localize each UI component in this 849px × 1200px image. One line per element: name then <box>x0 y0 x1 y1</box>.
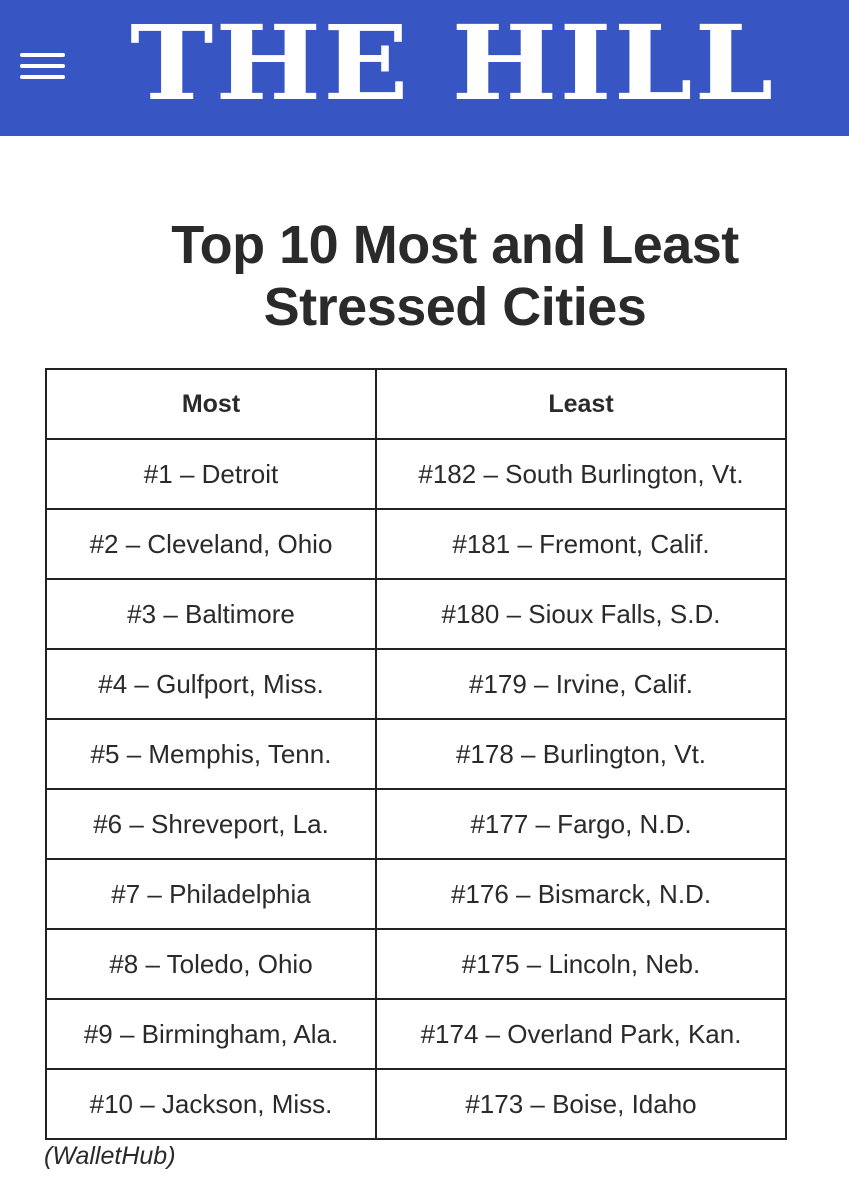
site-logo[interactable]: THE HILL <box>130 3 776 124</box>
most-stressed-cell: #1 – Detroit <box>45 438 377 510</box>
most-stressed-cell: #6 – Shreveport, La. <box>45 788 377 860</box>
least-stressed-cell: #177 – Fargo, N.D. <box>375 788 787 860</box>
table-header-row: Most Least <box>45 368 787 440</box>
least-stressed-cell: #178 – Burlington, Vt. <box>375 718 787 790</box>
menu-bar <box>20 64 65 68</box>
menu-bar <box>20 75 65 79</box>
title-line-2: Stressed Cities <box>263 277 647 337</box>
table-row: #3 – Baltimore #180 – Sioux Falls, S.D. <box>45 578 787 650</box>
menu-bar <box>20 53 65 57</box>
most-stressed-cell: #7 – Philadelphia <box>45 858 377 930</box>
least-stressed-cell: #173 – Boise, Idaho <box>375 1068 787 1140</box>
table-row: #5 – Memphis, Tenn. #178 – Burlington, V… <box>45 718 787 790</box>
title-line-1: Top 10 Most and Least <box>171 215 739 275</box>
source-credit: (WalletHub) <box>44 1142 176 1170</box>
site-header: THE HILL <box>0 0 849 136</box>
table-row: #10 – Jackson, Miss. #173 – Boise, Idaho <box>45 1068 787 1140</box>
most-stressed-cell: #2 – Cleveland, Ohio <box>45 508 377 580</box>
least-stressed-cell: #174 – Overland Park, Kan. <box>375 998 787 1070</box>
table-row: #9 – Birmingham, Ala. #174 – Overland Pa… <box>45 998 787 1070</box>
most-stressed-cell: #10 – Jackson, Miss. <box>45 1068 377 1140</box>
most-stressed-cell: #9 – Birmingham, Ala. <box>45 998 377 1070</box>
most-stressed-cell: #4 – Gulfport, Miss. <box>45 648 377 720</box>
most-stressed-cell: #8 – Toledo, Ohio <box>45 928 377 1000</box>
table-row: #6 – Shreveport, La. #177 – Fargo, N.D. <box>45 788 787 860</box>
column-header-most: Most <box>45 368 377 440</box>
table-row: #7 – Philadelphia #176 – Bismarck, N.D. <box>45 858 787 930</box>
table-row: #8 – Toledo, Ohio #175 – Lincoln, Neb. <box>45 928 787 1000</box>
most-stressed-cell: #3 – Baltimore <box>45 578 377 650</box>
least-stressed-cell: #175 – Lincoln, Neb. <box>375 928 787 1000</box>
least-stressed-cell: #180 – Sioux Falls, S.D. <box>375 578 787 650</box>
table-row: #2 – Cleveland, Ohio #181 – Fremont, Cal… <box>45 508 787 580</box>
most-stressed-cell: #5 – Memphis, Tenn. <box>45 718 377 790</box>
column-header-least: Least <box>375 368 787 440</box>
table-row: #4 – Gulfport, Miss. #179 – Irvine, Cali… <box>45 648 787 720</box>
stressed-cities-table: Most Least #1 – Detroit #182 – South Bur… <box>45 368 787 1140</box>
article-title: Top 10 Most and Least Stressed Cities <box>60 214 849 338</box>
table-row: #1 – Detroit #182 – South Burlington, Vt… <box>45 438 787 510</box>
least-stressed-cell: #181 – Fremont, Calif. <box>375 508 787 580</box>
least-stressed-cell: #176 – Bismarck, N.D. <box>375 858 787 930</box>
hamburger-menu-icon[interactable] <box>18 50 68 82</box>
least-stressed-cell: #179 – Irvine, Calif. <box>375 648 787 720</box>
least-stressed-cell: #182 – South Burlington, Vt. <box>375 438 787 510</box>
